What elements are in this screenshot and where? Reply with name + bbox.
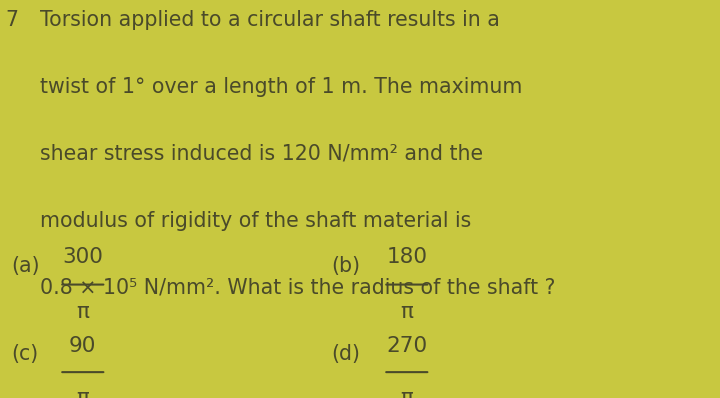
Text: Torsion applied to a circular shaft results in a: Torsion applied to a circular shaft resu…	[40, 10, 500, 30]
Text: modulus of rigidity of the shaft material is: modulus of rigidity of the shaft materia…	[40, 211, 471, 230]
Text: π: π	[76, 302, 89, 322]
Text: 270: 270	[386, 336, 428, 356]
Text: shear stress induced is 120 N/mm² and the: shear stress induced is 120 N/mm² and th…	[40, 144, 482, 164]
Text: 7: 7	[6, 10, 19, 30]
Text: (a): (a)	[11, 256, 40, 276]
Text: 180: 180	[387, 247, 427, 267]
Text: (b): (b)	[331, 256, 360, 276]
Text: π: π	[400, 388, 413, 398]
Text: 90: 90	[69, 336, 96, 356]
Text: (d): (d)	[331, 344, 360, 364]
Text: π: π	[76, 388, 89, 398]
Text: 0.8 × 10⁵ N/mm². What is the radius of the shaft ?: 0.8 × 10⁵ N/mm². What is the radius of t…	[40, 277, 555, 297]
Text: (c): (c)	[11, 344, 38, 364]
Text: twist of 1° over a length of 1 m. The maximum: twist of 1° over a length of 1 m. The ma…	[40, 77, 522, 97]
Text: π: π	[400, 302, 413, 322]
Text: 300: 300	[63, 247, 103, 267]
